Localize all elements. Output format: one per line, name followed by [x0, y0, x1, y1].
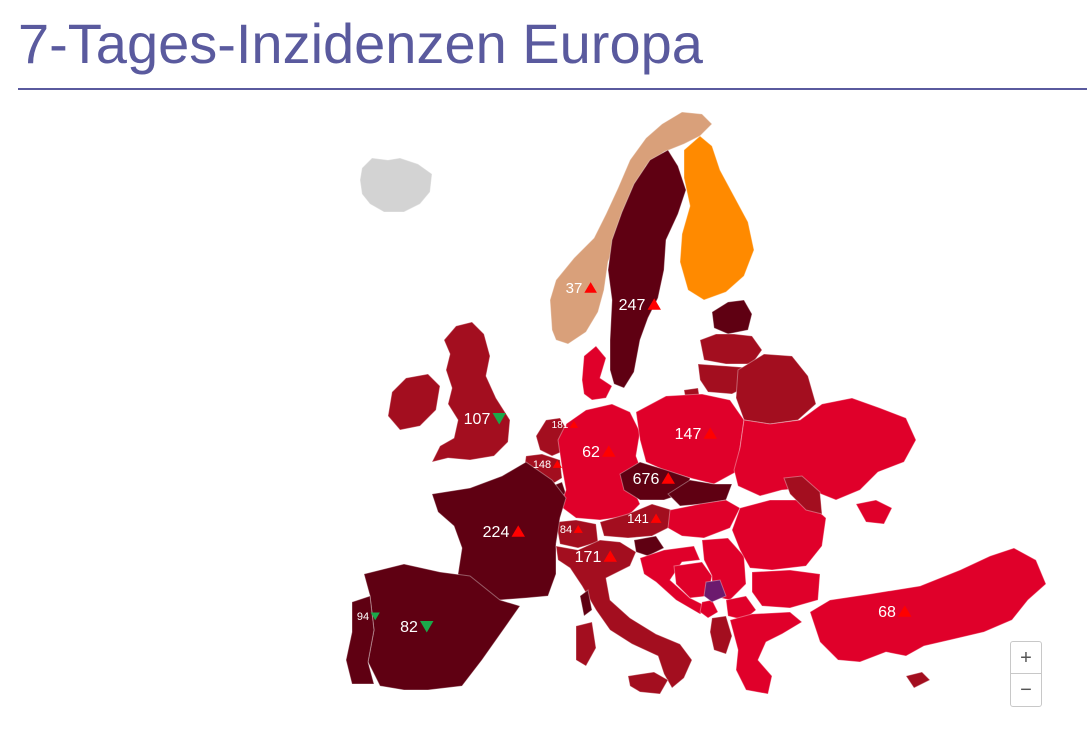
trend-up-icon	[584, 282, 597, 293]
country-germany[interactable]	[557, 403, 643, 521]
country-bulgaria[interactable]	[751, 569, 821, 609]
incidence-label-belgium: 148	[533, 459, 551, 471]
zoom-in-button[interactable]: +	[1011, 642, 1041, 674]
country-latvia[interactable]	[699, 333, 763, 365]
trend-up-icon	[511, 525, 525, 537]
country-sweden[interactable]	[607, 149, 687, 389]
country-portugal[interactable]	[345, 595, 375, 685]
trend-up-icon	[647, 298, 661, 310]
incidence-label-switzerland: 84	[560, 524, 572, 536]
incidence-label-germany: 62	[582, 444, 600, 461]
incidence-label-netherlands: 181	[552, 420, 569, 431]
trend-up-icon	[569, 420, 579, 428]
country-albania[interactable]	[709, 615, 733, 655]
incidence-label-portugal: 94	[357, 611, 369, 623]
country-united-kingdom[interactable]	[431, 321, 511, 463]
incidence-label-austria: 141	[627, 511, 649, 526]
incidence-label-italy: 171	[575, 549, 602, 566]
country-turkey[interactable]	[809, 547, 1047, 663]
incidence-label-norway: 37	[566, 280, 583, 297]
country-ukraine[interactable]	[733, 397, 917, 501]
incidence-label-france: 224	[483, 524, 510, 541]
country-cyprus[interactable]	[905, 671, 931, 689]
trend-up-icon	[603, 550, 617, 562]
trend-up-icon	[661, 472, 675, 484]
country-greece[interactable]	[729, 611, 803, 695]
country-corsica[interactable]	[579, 589, 593, 617]
page-title: 7-Tages-Inzidenzen Europa	[18, 12, 703, 75]
zoom-control: + −	[1010, 641, 1042, 707]
country-finland[interactable]	[679, 135, 755, 301]
country-kosovo[interactable]	[703, 579, 727, 603]
incidence-label-czechia: 676	[633, 471, 660, 488]
country-italy[interactable]	[555, 539, 693, 689]
trend-up-icon	[650, 513, 662, 523]
zoom-out-button[interactable]: −	[1020, 679, 1032, 701]
country-denmark[interactable]	[581, 345, 613, 401]
trend-down-icon	[420, 621, 434, 633]
country-slovenia[interactable]	[633, 535, 665, 557]
country-sardinia[interactable]	[575, 621, 597, 667]
country-montenegro[interactable]	[699, 599, 719, 619]
country-hungary[interactable]	[667, 499, 741, 539]
title-divider	[18, 88, 1087, 90]
country-ireland[interactable]	[387, 373, 441, 431]
country-romania[interactable]	[731, 499, 827, 571]
trend-down-icon	[370, 612, 380, 621]
incidence-label-sweden: 247	[619, 297, 646, 314]
incidence-label-united-kingdom: 107	[464, 411, 491, 428]
country-crimea[interactable]	[855, 499, 893, 525]
trend-down-icon	[492, 413, 506, 425]
country-belarus[interactable]	[735, 353, 817, 425]
country-moldova[interactable]	[783, 475, 823, 515]
country-sicily[interactable]	[627, 671, 669, 695]
country-slovakia[interactable]	[667, 479, 733, 507]
country-iceland[interactable]	[359, 157, 433, 213]
trend-up-icon	[703, 427, 717, 439]
trend-up-icon	[898, 605, 912, 617]
incidence-label-spain: 82	[400, 619, 418, 636]
incidence-label-turkey: 68	[878, 604, 896, 621]
trend-up-icon	[573, 524, 583, 533]
incidence-label-poland: 147	[675, 426, 702, 443]
trend-up-icon	[602, 445, 616, 457]
country-france[interactable]	[431, 461, 567, 601]
trend-up-icon	[552, 459, 562, 468]
country-estonia[interactable]	[711, 299, 753, 335]
